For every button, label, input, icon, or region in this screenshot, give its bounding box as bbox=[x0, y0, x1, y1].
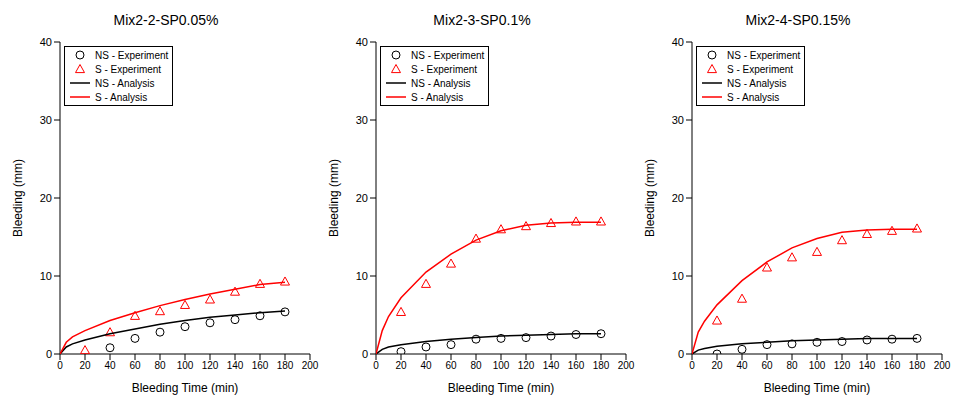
svg-text:140: 140 bbox=[227, 360, 244, 371]
html-text:NS - Analysis: NS - Analysis bbox=[411, 77, 471, 89]
svg-text:Bleeding (mm): Bleeding (mm) bbox=[643, 159, 657, 237]
svg-text:60: 60 bbox=[445, 360, 457, 371]
svg-text:80: 80 bbox=[786, 360, 798, 371]
svg-text:100: 100 bbox=[177, 360, 194, 371]
svg-text:10: 10 bbox=[672, 270, 684, 282]
svg-text:40: 40 bbox=[736, 360, 748, 371]
svg-text:20: 20 bbox=[356, 192, 368, 204]
svg-text:Bleeding (mm): Bleeding (mm) bbox=[327, 159, 341, 237]
svg-text:120: 120 bbox=[518, 360, 535, 371]
svg-text:Bleeding Time (min): Bleeding Time (min) bbox=[132, 381, 239, 395]
svg-text:20: 20 bbox=[79, 360, 91, 371]
svg-text:40: 40 bbox=[40, 36, 52, 48]
html-text:S - Experiment: S - Experiment bbox=[95, 63, 162, 75]
html-text:S - Analysis: S - Analysis bbox=[95, 91, 148, 103]
html-text:S - Experiment: S - Experiment bbox=[727, 63, 794, 75]
svg-text:200: 200 bbox=[302, 360, 319, 371]
html-text:NS - Analysis: NS - Analysis bbox=[95, 77, 155, 89]
svg-text:0: 0 bbox=[373, 360, 379, 371]
svg-text:60: 60 bbox=[761, 360, 773, 371]
svg-text:30: 30 bbox=[672, 114, 684, 126]
svg-text:30: 30 bbox=[356, 114, 368, 126]
svg-text:0: 0 bbox=[57, 360, 63, 371]
svg-text:40: 40 bbox=[420, 360, 432, 371]
svg-text:40: 40 bbox=[104, 360, 116, 371]
svg-text:160: 160 bbox=[252, 360, 269, 371]
svg-text:30: 30 bbox=[40, 114, 52, 126]
svg-text:0: 0 bbox=[678, 348, 684, 360]
svg-text:0: 0 bbox=[689, 360, 695, 371]
svg-text:60: 60 bbox=[129, 360, 141, 371]
html-text:S - Experiment: S - Experiment bbox=[411, 63, 478, 75]
svg-text:180: 180 bbox=[909, 360, 926, 371]
svg-text:0: 0 bbox=[362, 348, 368, 360]
html-text:Mix2-3-SP0.1%: Mix2-3-SP0.1% bbox=[433, 12, 531, 28]
html-text:NS - Experiment: NS - Experiment bbox=[95, 49, 169, 61]
svg-text:160: 160 bbox=[568, 360, 585, 371]
svg-text:Bleeding (mm): Bleeding (mm) bbox=[11, 159, 25, 237]
svg-text:100: 100 bbox=[809, 360, 826, 371]
html-text:NS - Experiment: NS - Experiment bbox=[411, 49, 485, 61]
svg-text:Bleeding Time (min): Bleeding Time (min) bbox=[448, 381, 555, 395]
svg-text:200: 200 bbox=[618, 360, 635, 371]
svg-text:Bleeding Time (min): Bleeding Time (min) bbox=[764, 381, 871, 395]
svg-text:180: 180 bbox=[277, 360, 294, 371]
svg-text:20: 20 bbox=[40, 192, 52, 204]
svg-text:120: 120 bbox=[834, 360, 851, 371]
svg-text:20: 20 bbox=[672, 192, 684, 204]
svg-text:80: 80 bbox=[154, 360, 166, 371]
svg-text:140: 140 bbox=[543, 360, 560, 371]
svg-text:40: 40 bbox=[356, 36, 368, 48]
svg-text:180: 180 bbox=[593, 360, 610, 371]
svg-text:10: 10 bbox=[40, 270, 52, 282]
html-text:Mix2-2-SP0.05%: Mix2-2-SP0.05% bbox=[113, 12, 219, 28]
html-text:S - Analysis: S - Analysis bbox=[727, 91, 780, 103]
svg-text:140: 140 bbox=[859, 360, 876, 371]
svg-text:80: 80 bbox=[470, 360, 482, 371]
svg-text:40: 40 bbox=[672, 36, 684, 48]
svg-text:120: 120 bbox=[202, 360, 219, 371]
svg-text:20: 20 bbox=[711, 360, 723, 371]
html-text:S - Analysis: S - Analysis bbox=[411, 91, 464, 103]
svg-text:200: 200 bbox=[934, 360, 951, 371]
svg-text:160: 160 bbox=[884, 360, 901, 371]
svg-text:0: 0 bbox=[46, 348, 52, 360]
svg-text:10: 10 bbox=[356, 270, 368, 282]
html-text:Mix2-4-SP0.15%: Mix2-4-SP0.15% bbox=[745, 12, 851, 28]
html-text:NS - Analysis: NS - Analysis bbox=[727, 77, 787, 89]
html-text:NS - Experiment: NS - Experiment bbox=[727, 49, 801, 61]
svg-text:100: 100 bbox=[493, 360, 510, 371]
svg-text:20: 20 bbox=[395, 360, 407, 371]
